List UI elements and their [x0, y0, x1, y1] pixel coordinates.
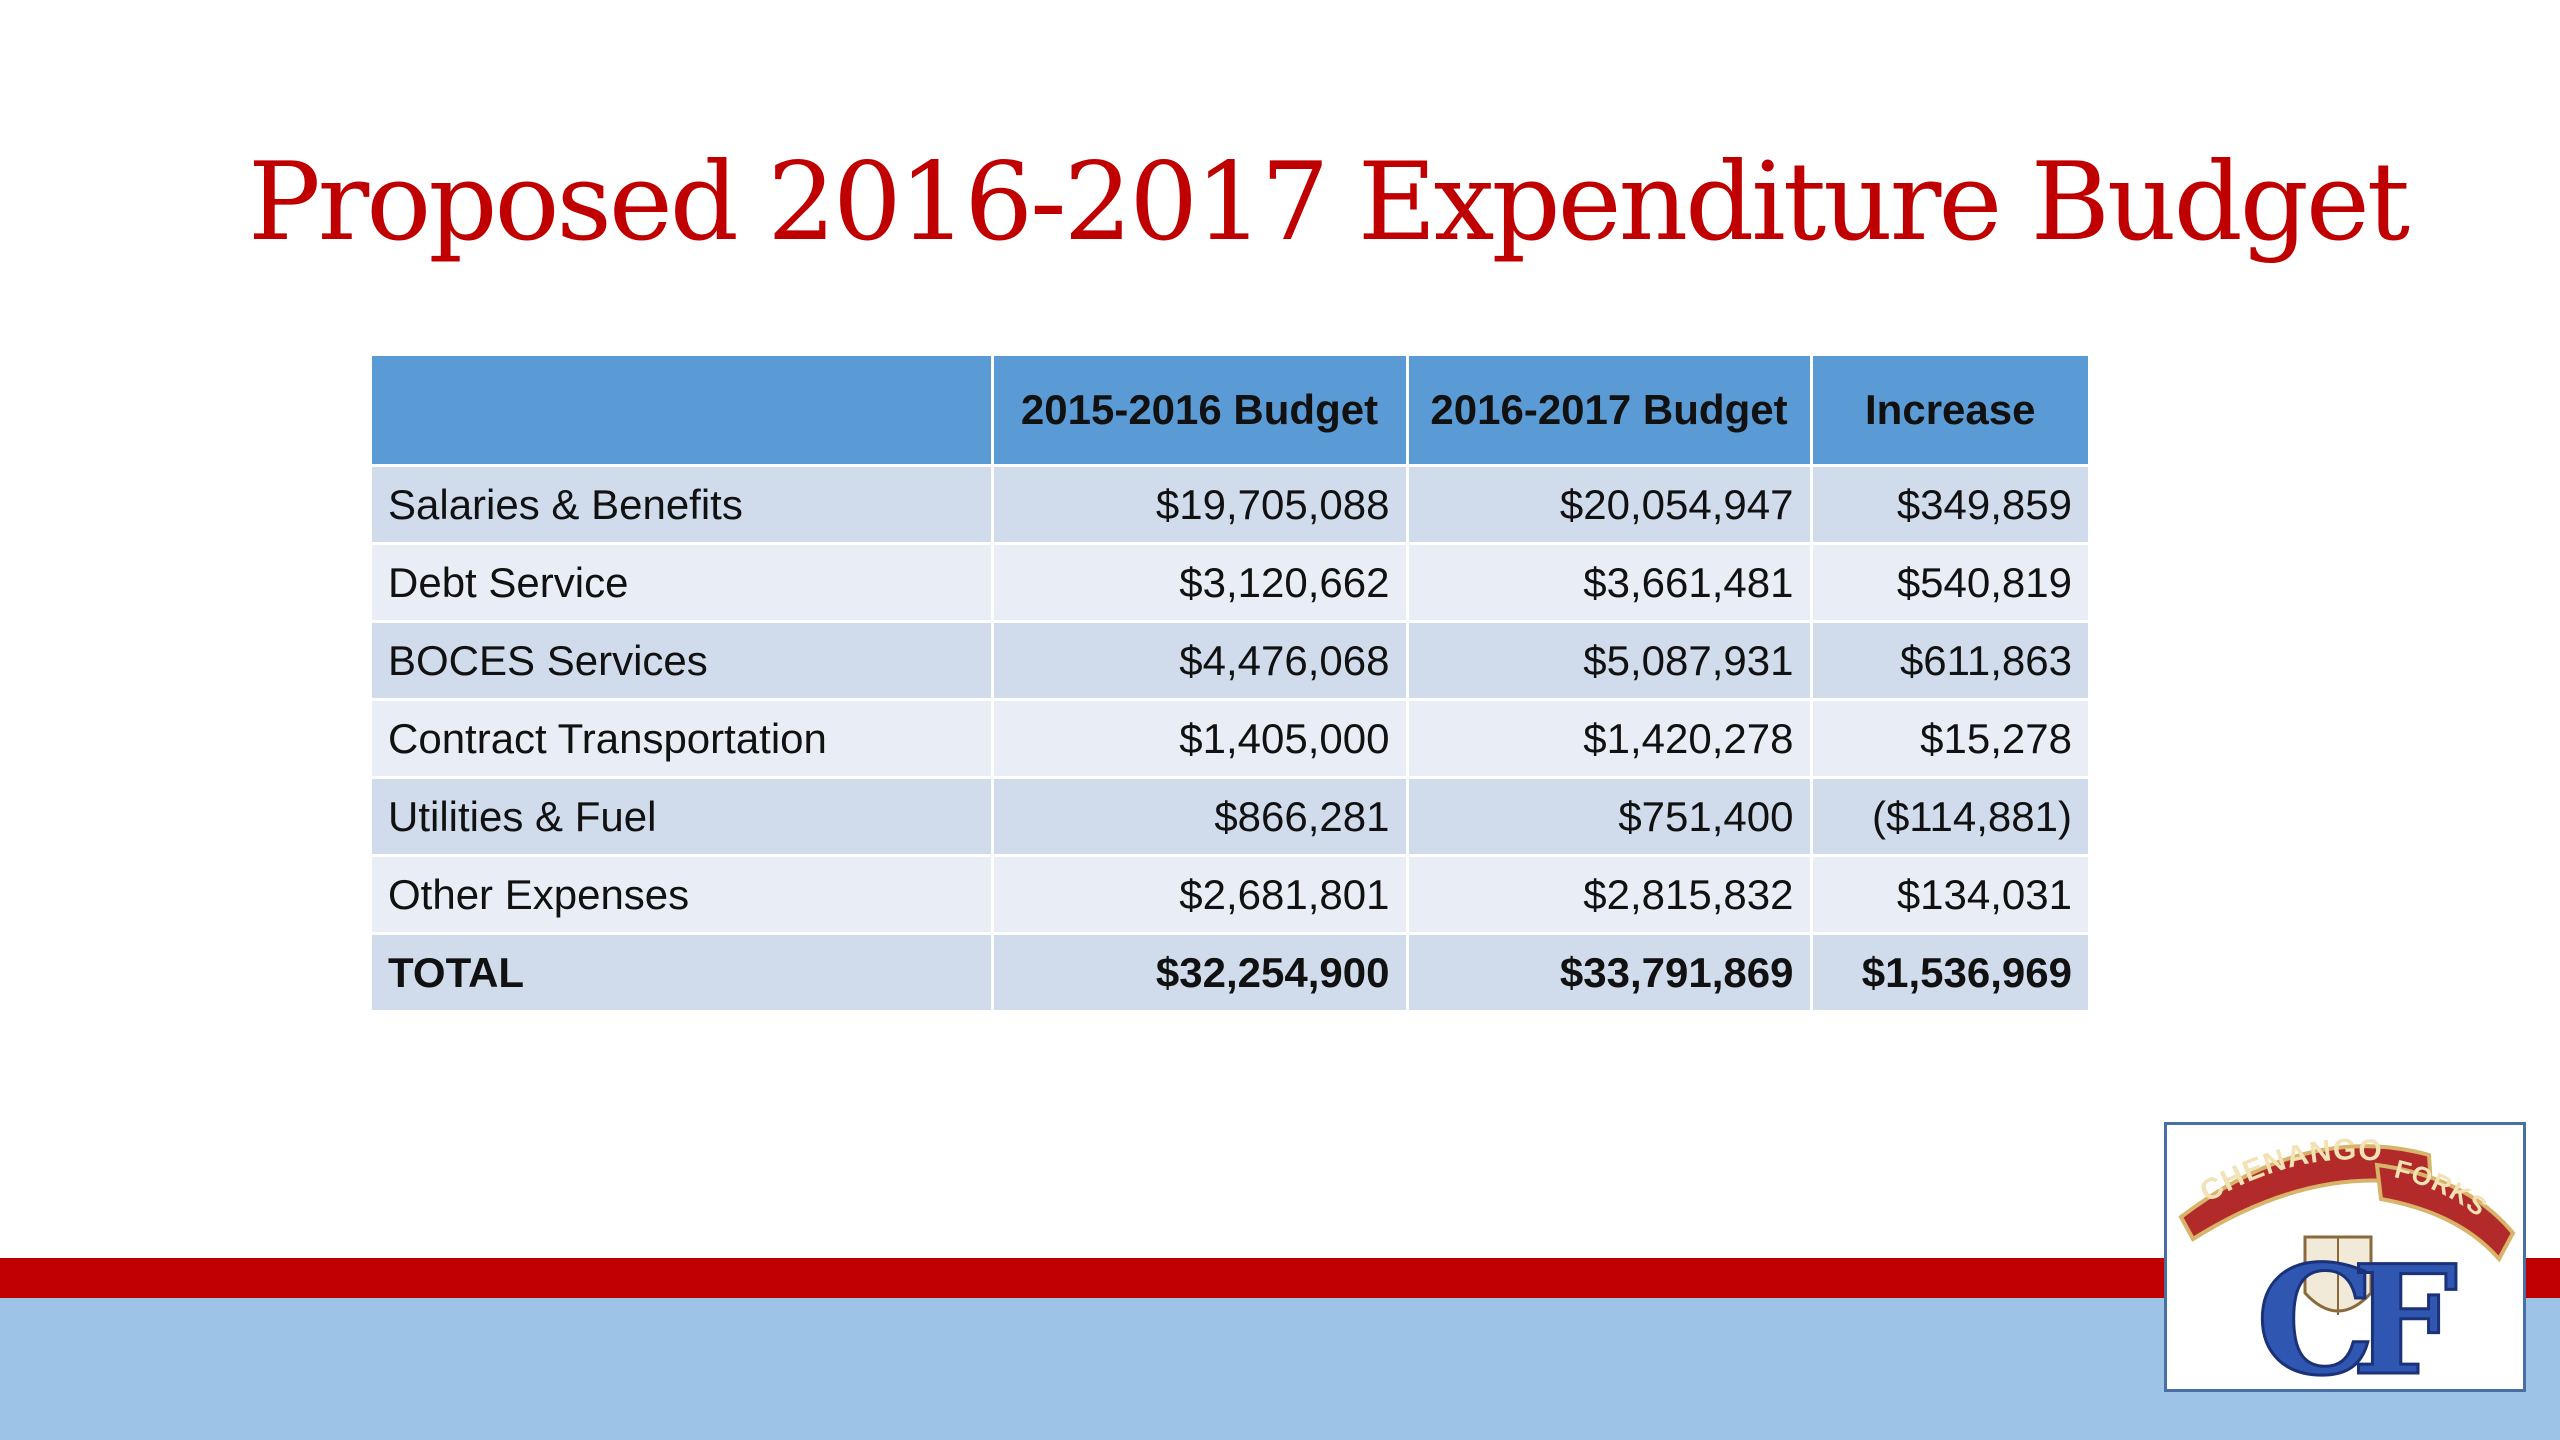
row-budget-2016-2017: $2,815,832: [1405, 854, 1811, 934]
row-increase: $15,278: [1809, 698, 2088, 778]
school-logo: CHENANGO FORKS CF: [2164, 1122, 2526, 1392]
row-budget-2015-2016: $19,705,088: [990, 464, 1407, 544]
table-row: Other Expenses $2,681,801 $2,815,832 $13…: [372, 854, 2088, 934]
row-category: Other Expenses: [372, 854, 992, 934]
chenango-forks-logo-graphic: CHENANGO FORKS CF: [2178, 1133, 2516, 1389]
total-label: TOTAL: [372, 932, 992, 1010]
header-increase: Increase: [1809, 356, 2088, 466]
slide-title: Proposed 2016-2017 Expenditure Budget: [248, 140, 2410, 265]
budget-table: 2015-2016 Budget 2016-2017 Budget Increa…: [372, 356, 2088, 1010]
row-category: Contract Transportation: [372, 698, 992, 778]
table-row: Utilities & Fuel $866,281 $751,400 ($114…: [372, 776, 2088, 856]
row-category: BOCES Services: [372, 620, 992, 700]
logo-monogram: CF: [2256, 1233, 2456, 1389]
total-budget-2016-2017: $33,791,869: [1405, 932, 1811, 1010]
row-budget-2016-2017: $751,400: [1405, 776, 1811, 856]
row-budget-2016-2017: $3,661,481: [1405, 542, 1811, 622]
row-budget-2015-2016: $1,405,000: [990, 698, 1407, 778]
table-row: Contract Transportation $1,405,000 $1,42…: [372, 698, 2088, 778]
header-budget-2016-2017: 2016-2017 Budget: [1405, 356, 1811, 466]
row-increase: $134,031: [1809, 854, 2088, 934]
header-category: [372, 356, 992, 466]
row-increase: $611,863: [1809, 620, 2088, 700]
total-increase: $1,536,969: [1809, 932, 2088, 1010]
table-row: Salaries & Benefits $19,705,088 $20,054,…: [372, 464, 2088, 544]
row-budget-2016-2017: $1,420,278: [1405, 698, 1811, 778]
row-category: Debt Service: [372, 542, 992, 622]
row-budget-2015-2016: $866,281: [990, 776, 1407, 856]
row-category: Utilities & Fuel: [372, 776, 992, 856]
row-budget-2016-2017: $5,087,931: [1405, 620, 1811, 700]
table-row: Debt Service $3,120,662 $3,661,481 $540,…: [372, 542, 2088, 622]
total-budget-2015-2016: $32,254,900: [990, 932, 1407, 1010]
table-row: BOCES Services $4,476,068 $5,087,931 $61…: [372, 620, 2088, 700]
row-category: Salaries & Benefits: [372, 464, 992, 544]
row-increase: ($114,881): [1809, 776, 2088, 856]
row-budget-2015-2016: $3,120,662: [990, 542, 1407, 622]
row-budget-2015-2016: $4,476,068: [990, 620, 1407, 700]
header-budget-2015-2016: 2015-2016 Budget: [990, 356, 1407, 466]
row-increase: $349,859: [1809, 464, 2088, 544]
table-header-row: 2015-2016 Budget 2016-2017 Budget Increa…: [372, 356, 2088, 466]
row-increase: $540,819: [1809, 542, 2088, 622]
footer-red-stripe: [0, 1258, 2560, 1298]
row-budget-2016-2017: $20,054,947: [1405, 464, 1811, 544]
table-total-row: TOTAL $32,254,900 $33,791,869 $1,536,969: [372, 932, 2088, 1010]
row-budget-2015-2016: $2,681,801: [990, 854, 1407, 934]
footer-blue-band: [0, 1298, 2560, 1440]
